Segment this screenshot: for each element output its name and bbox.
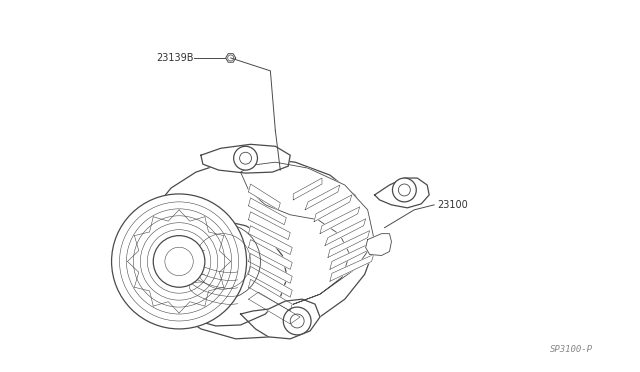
Polygon shape: [374, 178, 429, 208]
Polygon shape: [293, 178, 322, 200]
Polygon shape: [330, 254, 374, 281]
Polygon shape: [248, 240, 292, 269]
Circle shape: [284, 307, 311, 335]
Polygon shape: [248, 279, 292, 311]
Polygon shape: [226, 54, 236, 62]
Circle shape: [392, 178, 416, 202]
Polygon shape: [156, 220, 287, 326]
Polygon shape: [241, 299, 320, 339]
Text: 23100: 23100: [437, 200, 468, 210]
Polygon shape: [325, 219, 365, 246]
Circle shape: [234, 146, 257, 170]
Polygon shape: [330, 243, 372, 269]
Polygon shape: [201, 144, 290, 173]
Polygon shape: [248, 292, 300, 324]
Circle shape: [111, 194, 246, 329]
Polygon shape: [314, 195, 352, 222]
Circle shape: [185, 224, 260, 299]
Polygon shape: [248, 212, 290, 240]
Polygon shape: [248, 226, 292, 254]
Polygon shape: [248, 198, 286, 225]
Polygon shape: [365, 234, 392, 256]
Polygon shape: [149, 158, 374, 339]
Polygon shape: [241, 162, 374, 309]
Polygon shape: [320, 207, 360, 234]
Polygon shape: [248, 184, 280, 210]
Polygon shape: [328, 231, 370, 257]
Text: SP3100-P: SP3100-P: [550, 345, 593, 354]
Polygon shape: [248, 253, 292, 283]
Circle shape: [153, 235, 205, 287]
Polygon shape: [305, 185, 340, 210]
Polygon shape: [248, 266, 292, 297]
Text: 23139B: 23139B: [156, 53, 194, 63]
